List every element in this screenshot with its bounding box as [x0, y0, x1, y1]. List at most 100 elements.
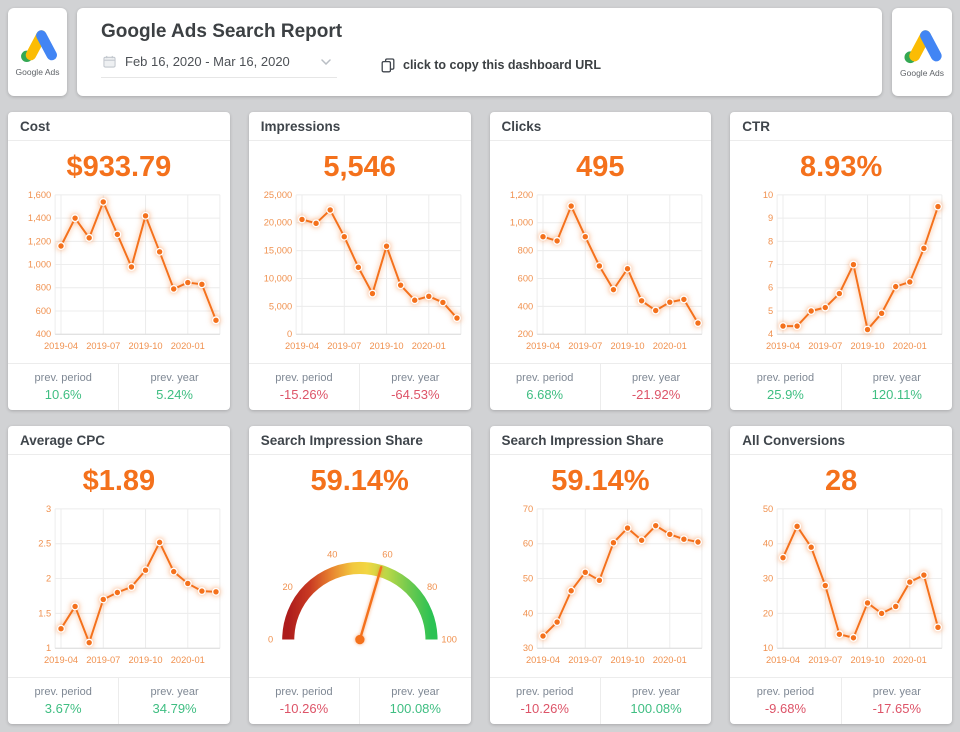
svg-text:7: 7: [768, 260, 773, 270]
svg-text:2020-01: 2020-01: [171, 655, 205, 665]
svg-text:2019-07: 2019-07: [568, 341, 602, 351]
prev-period-value: 3.67%: [44, 701, 82, 716]
page-title: Google Ads Search Report: [101, 21, 343, 42]
svg-text:2020-01: 2020-01: [652, 655, 686, 665]
clicks-line-chart: 1,200 1,000 800 600 400 200 2019-04 2019-07 2019…: [490, 186, 712, 363]
prev-year-label: prev. year: [150, 686, 199, 698]
svg-text:60: 60: [522, 539, 532, 549]
svg-text:20,000: 20,000: [264, 218, 292, 228]
average-cpc-line-chart: 3 2.5 2 1.5 1 2019-04 2019-07 2019-10 2020-01: [8, 500, 230, 677]
svg-text:1,600: 1,600: [28, 190, 51, 200]
all-conversions-line-chart: 50 40 30 20 10 2019-04 2019-07 2019-10 2020-01: [730, 500, 952, 677]
google-ads-logo-card-left: Google Ads: [8, 8, 67, 96]
svg-text:40: 40: [327, 550, 337, 560]
svg-text:800: 800: [36, 283, 52, 293]
comparison-footer: prev. period 25.9% prev. year 120.11%: [730, 363, 952, 410]
svg-text:2020-01: 2020-01: [171, 341, 205, 351]
search-impression-share-line-chart: 70 60 50 40 30 2019-04 2019-07 2019-10 2020-01: [490, 500, 712, 677]
card-title: Search Impression Share: [248, 426, 471, 455]
svg-text:8: 8: [768, 237, 773, 247]
prev-period-value: 6.68%: [526, 387, 564, 402]
svg-text:2019-04: 2019-04: [285, 341, 319, 351]
logo-caption: Google Ads: [15, 67, 60, 77]
card-all-conversions: All Conversions 28 50 40 30 20 10 2019-04 2019…: [730, 426, 952, 724]
prev-period-cell: prev. period -10.26%: [490, 678, 600, 724]
metric-value: 8.93%: [800, 151, 883, 183]
prev-year-cell: prev. year 120.11%: [840, 364, 952, 410]
svg-text:2020-01: 2020-01: [893, 655, 927, 665]
prev-year-value: -21.92%: [631, 387, 681, 402]
svg-text:2019-04: 2019-04: [525, 655, 559, 665]
prev-period-cell: prev. period 10.6%: [8, 364, 118, 410]
prev-period-label: prev. period: [756, 686, 815, 698]
svg-text:1,000: 1,000: [509, 218, 532, 228]
svg-text:40: 40: [763, 539, 773, 549]
card-clicks: Clicks 495 1,200 1,000 800 600 400 200 2019-04…: [489, 112, 712, 410]
chevron-down-icon: [321, 58, 331, 65]
prev-year-cell: prev. year -17.65%: [840, 678, 952, 724]
copy-dashboard-url-button[interactable]: click to copy this dashboard URL: [381, 57, 601, 73]
svg-text:4: 4: [768, 329, 773, 339]
card-title: Average CPC: [8, 426, 230, 455]
svg-text:600: 600: [36, 306, 52, 316]
svg-text:2019-07: 2019-07: [808, 655, 842, 665]
svg-text:2019-10: 2019-10: [610, 655, 644, 665]
prev-period-value: 25.9%: [767, 387, 804, 402]
metric-value: $933.79: [66, 151, 172, 183]
metric-value: 495: [576, 151, 625, 183]
prev-year-label: prev. year: [872, 372, 921, 384]
svg-text:9: 9: [768, 213, 773, 223]
svg-text:50: 50: [522, 574, 532, 584]
svg-text:400: 400: [36, 329, 52, 339]
calendar-icon: [103, 55, 116, 68]
svg-text:200: 200: [517, 329, 533, 339]
svg-text:20: 20: [282, 582, 292, 592]
svg-text:2019-07: 2019-07: [568, 655, 602, 665]
svg-text:15,000: 15,000: [264, 246, 292, 256]
prev-year-cell: prev. year -64.53%: [359, 364, 470, 410]
prev-year-value: 120.11%: [871, 387, 922, 402]
search-impression-share-gauge-chart: 0 20 40 60 80 100: [249, 500, 471, 677]
prev-year-value: 34.79%: [152, 701, 197, 716]
svg-text:2019-10: 2019-10: [851, 655, 885, 665]
svg-text:20: 20: [763, 609, 773, 619]
svg-text:2019-04: 2019-04: [766, 341, 800, 351]
card-ctr: CTR 8.93% 10 9 8 7 6 5 4 2019-04 2019-07 2019-10 2…: [730, 112, 952, 410]
prev-period-label: prev. period: [275, 372, 333, 384]
logo-caption: Google Ads: [900, 67, 944, 78]
svg-text:2019-07: 2019-07: [86, 655, 120, 665]
card-title: Impressions: [248, 112, 471, 141]
svg-text:2020-01: 2020-01: [893, 341, 927, 351]
date-range-picker[interactable]: Feb 16, 2020 - Mar 16, 2020: [101, 52, 337, 78]
prev-period-label: prev. period: [275, 686, 333, 698]
prev-period-cell: prev. period -15.26%: [249, 364, 359, 410]
card-search-impression-share-gauge: Search Impression Share 59.14% 0 20 40 60 80…: [248, 426, 471, 724]
svg-text:10: 10: [763, 643, 773, 653]
prev-period-cell: prev. period -10.26%: [249, 678, 359, 724]
google-ads-logo-card-right: Google Ads: [892, 8, 952, 96]
svg-text:1,000: 1,000: [28, 260, 51, 270]
svg-text:2019-07: 2019-07: [327, 341, 361, 351]
svg-text:0: 0: [268, 635, 273, 645]
prev-year-label: prev. year: [872, 686, 921, 698]
svg-text:3: 3: [46, 504, 51, 514]
svg-text:1: 1: [46, 643, 51, 653]
prev-year-cell: prev. year -21.92%: [599, 364, 711, 410]
prev-year-value: 100.08%: [630, 701, 682, 716]
svg-text:5,000: 5,000: [269, 302, 292, 312]
prev-period-label: prev. period: [34, 686, 92, 698]
svg-text:600: 600: [517, 274, 533, 284]
metric-value: 5,546: [323, 151, 396, 183]
svg-text:2019-07: 2019-07: [808, 341, 842, 351]
card-cost: Cost $933.79 1,600 1,400 1,200 1,000 800 600 4…: [8, 112, 230, 410]
prev-year-value: 5.24%: [156, 387, 193, 402]
svg-text:2019-10: 2019-10: [369, 341, 403, 351]
svg-text:60: 60: [382, 550, 392, 560]
svg-text:100: 100: [441, 635, 457, 645]
comparison-footer: prev. period -9.68% prev. year -17.65%: [730, 677, 952, 724]
svg-text:30: 30: [522, 643, 532, 653]
svg-text:0: 0: [287, 329, 292, 339]
svg-text:2019-04: 2019-04: [44, 655, 78, 665]
google-ads-logo-icon: [20, 30, 57, 63]
